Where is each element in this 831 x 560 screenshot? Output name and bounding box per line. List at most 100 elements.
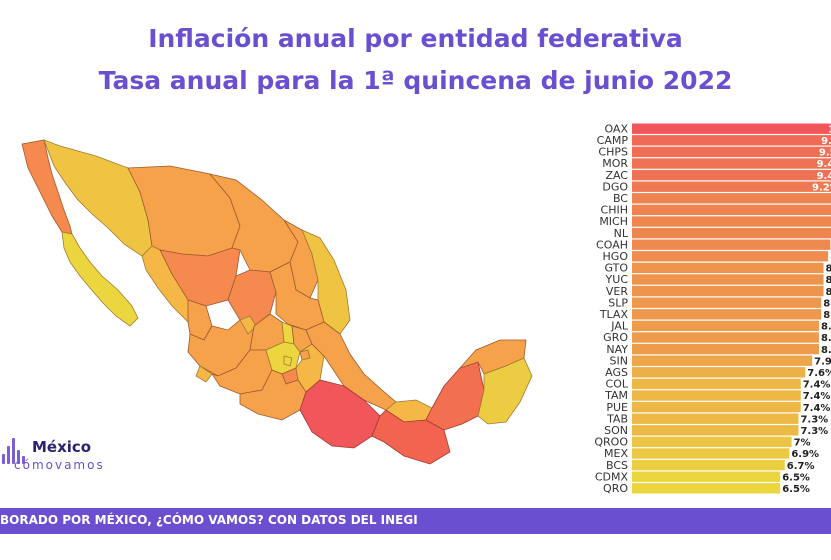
value-label-mex: 6.9% bbox=[791, 449, 819, 460]
value-label-tlax: 8.3% bbox=[823, 310, 831, 321]
bar-coah bbox=[632, 239, 831, 250]
bar-ags bbox=[632, 367, 806, 378]
value-label-col: 7.4% bbox=[803, 380, 831, 391]
category-label-col: COL bbox=[606, 378, 629, 391]
category-label-qroo: QROO bbox=[594, 436, 628, 449]
value-label-camp: 9.6% bbox=[821, 136, 831, 147]
logo-subtitle: cómovamos bbox=[14, 458, 105, 472]
category-label-ver: VER bbox=[606, 285, 628, 298]
category-label-nl: NL bbox=[614, 227, 629, 240]
footer-bar: BORADO POR MÉXICO, ¿CÓMO VAMOS? CON DATO… bbox=[0, 508, 831, 534]
map-state-gro bbox=[239, 369, 307, 421]
value-label-gro: 8.2% bbox=[821, 333, 831, 344]
mexico-choropleth-map bbox=[21, 139, 533, 465]
bar-gto bbox=[632, 262, 824, 274]
category-label-nay: NAY bbox=[606, 343, 628, 356]
category-label-pue: PUE bbox=[606, 401, 628, 414]
map-state-cdmx bbox=[283, 355, 293, 367]
bar-tam bbox=[632, 390, 801, 401]
category-label-qro: QRO bbox=[603, 482, 628, 495]
bar-col bbox=[632, 378, 801, 390]
bar-yuc bbox=[632, 274, 824, 285]
bar-hgo bbox=[632, 251, 829, 262]
value-label-nay: 8.2% bbox=[821, 345, 831, 356]
category-label-yuc: YUC bbox=[605, 273, 629, 286]
value-label-gto: 8.4% bbox=[826, 264, 831, 275]
bar-mex bbox=[632, 448, 790, 459]
bar-chps bbox=[632, 146, 831, 158]
category-label-sin: SIN bbox=[610, 354, 628, 367]
category-label-oax: OAX bbox=[604, 122, 628, 135]
value-label-sin: 7.9% bbox=[814, 356, 831, 367]
value-label-yuc: 8.4% bbox=[826, 275, 831, 286]
value-label-mor: 9.4% bbox=[817, 159, 831, 170]
category-label-tlax: TLAX bbox=[599, 308, 629, 321]
value-label-ver: 8.4% bbox=[826, 287, 831, 298]
value-label-chps: 9.5% bbox=[819, 148, 831, 159]
category-label-chih: CHIH bbox=[601, 204, 628, 217]
value-label-son: 7.3% bbox=[800, 426, 828, 437]
bar-ver bbox=[632, 285, 824, 297]
footer-text: BORADO POR MÉXICO, ¿CÓMO VAMOS? CON DATO… bbox=[0, 513, 418, 527]
bar-son bbox=[632, 425, 799, 436]
category-label-mor: MOR bbox=[602, 157, 628, 170]
bar-gro bbox=[632, 332, 819, 343]
map-state-qroo bbox=[477, 357, 533, 425]
category-label-bc: BC bbox=[613, 192, 628, 205]
category-label-gro: GRO bbox=[603, 331, 628, 344]
category-label-dgo: DGO bbox=[602, 180, 628, 193]
bar-mor bbox=[632, 158, 831, 169]
category-label-zac: ZAC bbox=[605, 169, 628, 182]
value-label-cdmx: 6.5% bbox=[782, 472, 810, 483]
bar-bc bbox=[632, 193, 831, 204]
bar-cdmx bbox=[632, 471, 781, 482]
value-label-qro: 6.5% bbox=[782, 484, 810, 495]
bar-qro bbox=[632, 483, 781, 494]
value-label-oax: 10.2% bbox=[828, 124, 831, 135]
category-label-mex: MEX bbox=[604, 447, 628, 460]
map-state-bcs bbox=[61, 231, 139, 327]
bar-mich bbox=[632, 216, 831, 227]
category-label-slp: SLP bbox=[608, 296, 628, 309]
inflation-bar-chart: OAX 10.2% CAMP 9.6% CHPS 9.5% MOR 9.4% ZAC 9.4% DG… bbox=[594, 122, 831, 495]
value-label-qroo: 7% bbox=[794, 438, 811, 449]
category-label-tam: TAM bbox=[604, 389, 628, 402]
bar-nl bbox=[632, 227, 831, 239]
bar-bcs bbox=[632, 459, 785, 471]
bar-slp bbox=[632, 297, 822, 308]
value-label-ags: 7.6% bbox=[807, 368, 831, 379]
map-state-bc bbox=[21, 139, 73, 235]
category-label-tab: TAB bbox=[606, 412, 628, 425]
category-label-camp: CAMP bbox=[597, 134, 629, 147]
bar-qroo bbox=[632, 436, 792, 448]
bar-nay bbox=[632, 343, 819, 355]
value-label-zac: 9.4% bbox=[817, 171, 831, 182]
bar-pue bbox=[632, 401, 801, 413]
category-label-coah: COAH bbox=[596, 238, 628, 251]
chart-subtitle: Tasa anual para la 1ª quincena de junio … bbox=[98, 66, 733, 95]
category-label-chps: CHPS bbox=[598, 146, 628, 159]
bar-camp bbox=[632, 135, 831, 146]
category-label-bcs: BCS bbox=[606, 459, 628, 472]
bar-tab bbox=[632, 413, 799, 424]
value-label-tam: 7.4% bbox=[803, 391, 831, 402]
bar-chih bbox=[632, 204, 831, 216]
chart-bars: OAX 10.2% CAMP 9.6% CHPS 9.5% MOR 9.4% ZAC 9.4% DG… bbox=[594, 122, 831, 495]
value-label-tab: 7.3% bbox=[800, 414, 828, 425]
bar-sin bbox=[632, 355, 813, 366]
category-label-hgo: HGO bbox=[603, 250, 629, 263]
map-state-col bbox=[195, 365, 213, 383]
category-label-cdmx: CDMX bbox=[595, 470, 629, 483]
category-label-mich: MICH bbox=[599, 215, 628, 228]
chart-title: Inflación anual por entidad federativa bbox=[148, 24, 683, 53]
category-label-gto: GTO bbox=[604, 262, 628, 275]
logo-name: México bbox=[32, 438, 92, 456]
value-label-pue: 7.4% bbox=[803, 403, 831, 414]
bar-tlax bbox=[632, 309, 822, 320]
bar-oax bbox=[632, 123, 831, 134]
mexico-como-vamos-logo: México cómovamos bbox=[2, 432, 112, 482]
bar-jal bbox=[632, 320, 819, 332]
category-label-ags: AGS bbox=[605, 366, 628, 379]
bar-zac bbox=[632, 169, 831, 181]
value-label-jal: 8.2% bbox=[821, 322, 831, 333]
